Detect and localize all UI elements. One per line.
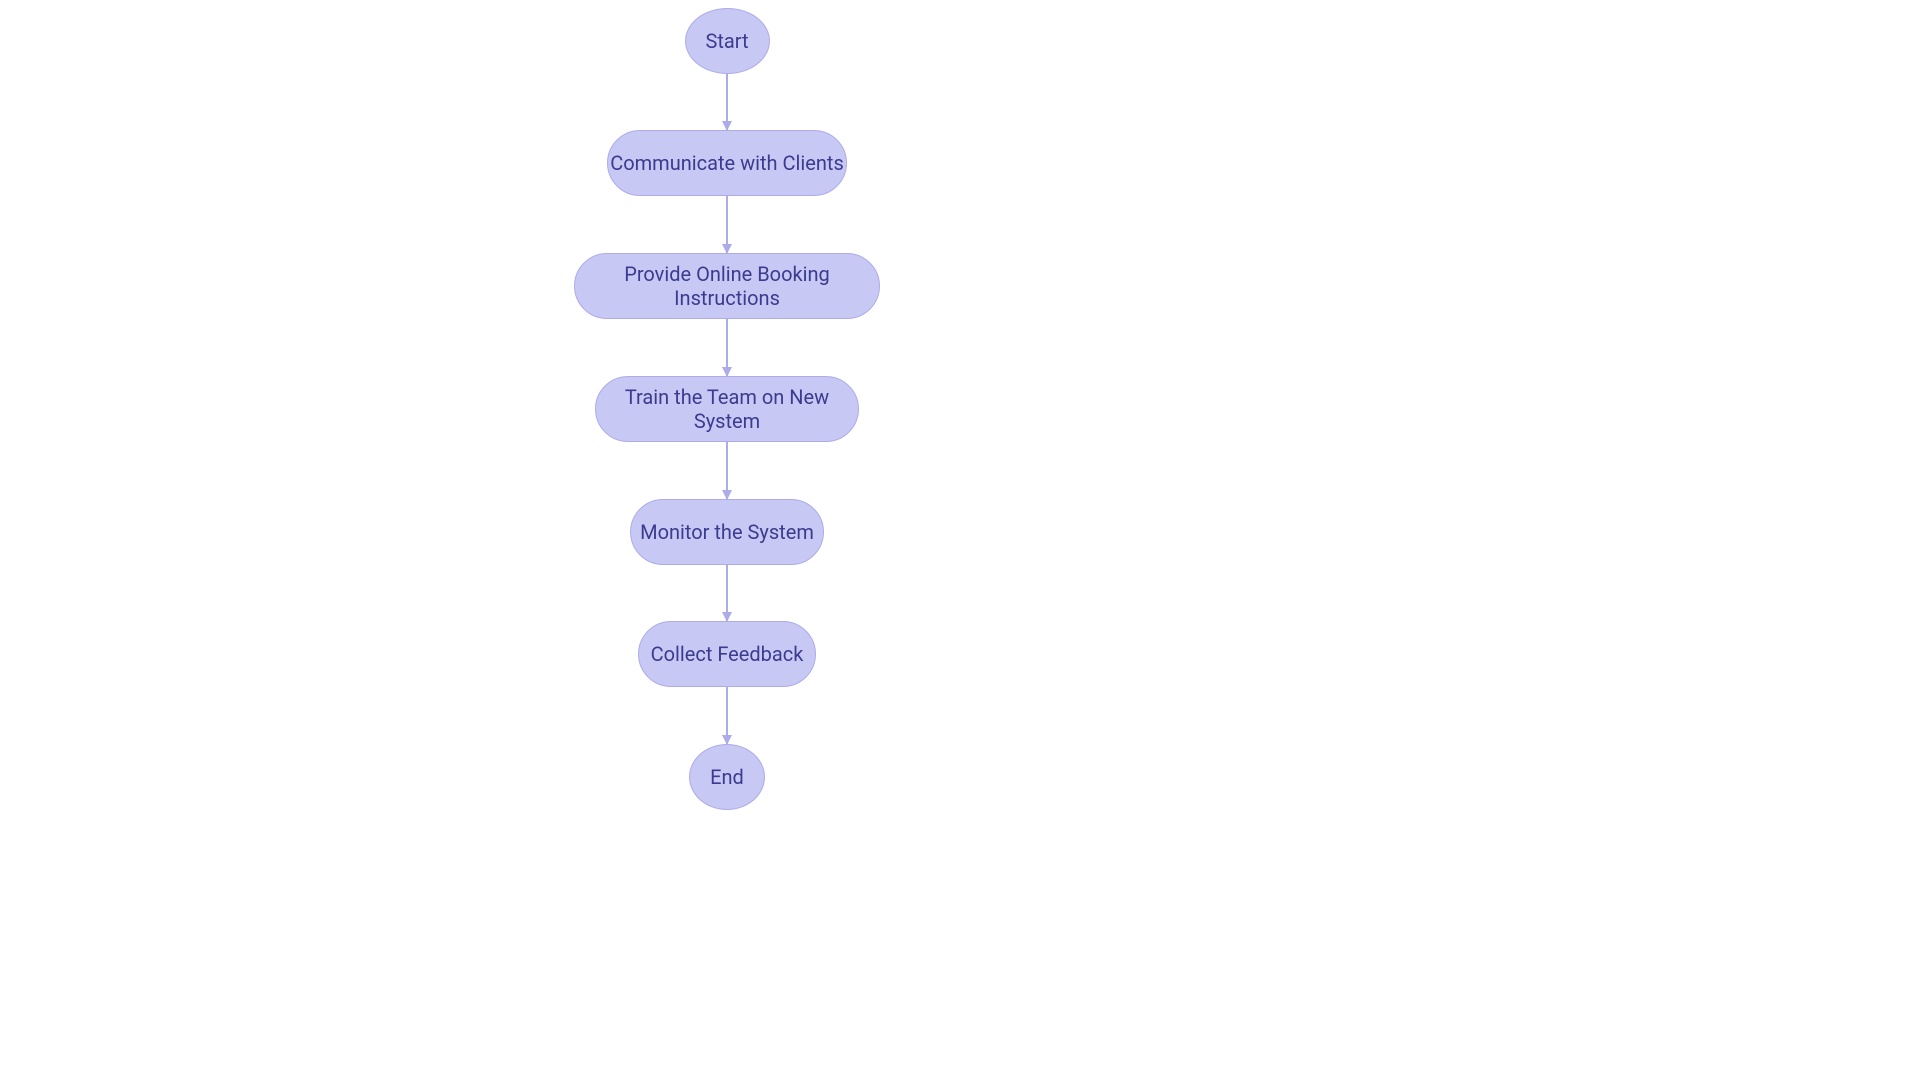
node-label: End xyxy=(710,765,744,789)
node-n1: Communicate with Clients xyxy=(607,130,847,196)
node-n4: Monitor the System xyxy=(630,499,824,565)
node-label: Provide Online Booking Instructions xyxy=(575,262,879,310)
node-start: Start xyxy=(685,8,770,74)
node-n5: Collect Feedback xyxy=(638,621,816,687)
node-end: End xyxy=(689,744,765,810)
node-label: Train the Team on New System xyxy=(596,385,858,433)
node-n2: Provide Online Booking Instructions xyxy=(574,253,880,319)
node-label: Monitor the System xyxy=(640,520,814,544)
node-n3: Train the Team on New System xyxy=(595,376,859,442)
node-label: Collect Feedback xyxy=(651,642,804,666)
node-label: Communicate with Clients xyxy=(610,151,844,175)
node-label: Start xyxy=(705,29,748,53)
flowchart-edges xyxy=(0,0,1920,1080)
flowchart-canvas: Start Communicate with Clients Provide Onl… xyxy=(0,0,1920,1080)
